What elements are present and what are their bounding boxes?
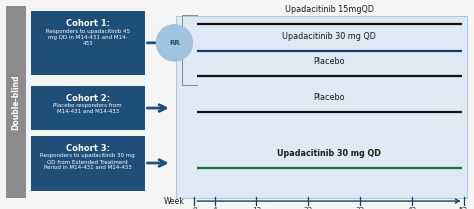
Text: Responders to upadacitinib 30 mg
QD from Extended Treatment
Period in M14-431 an: Responders to upadacitinib 30 mg QD from… xyxy=(40,153,135,170)
Text: Placebo: Placebo xyxy=(313,57,345,66)
Text: Double-blind: Double-blind xyxy=(11,74,20,130)
Text: 32: 32 xyxy=(356,207,365,209)
Text: RR: RR xyxy=(169,40,180,46)
Bar xyxy=(31,86,145,130)
Text: Upadacitinib 30 mg QD: Upadacitinib 30 mg QD xyxy=(282,32,376,41)
Bar xyxy=(31,11,145,75)
Text: 12: 12 xyxy=(252,207,261,209)
Ellipse shape xyxy=(156,25,192,61)
FancyBboxPatch shape xyxy=(176,16,467,198)
Text: Responders to upadacitinib 45
mg QD in M14-431 and M14-
433: Responders to upadacitinib 45 mg QD in M… xyxy=(46,29,130,46)
Text: 42: 42 xyxy=(407,207,417,209)
Bar xyxy=(31,136,145,191)
Text: 0: 0 xyxy=(192,207,197,209)
Text: Week: Week xyxy=(164,196,185,206)
Text: Cohort 3:: Cohort 3: xyxy=(66,144,109,153)
Text: 4: 4 xyxy=(213,207,218,209)
Text: 22: 22 xyxy=(304,207,313,209)
Text: Placebo responders from
M14-431 and M14-433: Placebo responders from M14-431 and M14-… xyxy=(53,103,122,114)
Text: Cohort 2:: Cohort 2: xyxy=(65,94,110,103)
Text: Cohort 1:: Cohort 1: xyxy=(65,19,110,28)
Text: Placebo: Placebo xyxy=(313,93,345,102)
Text: Upadacitinib 30 mg QD: Upadacitinib 30 mg QD xyxy=(277,149,381,158)
Text: Upadacitinib 15mgQD: Upadacitinib 15mgQD xyxy=(285,5,374,14)
Bar xyxy=(6,6,26,198)
Text: 52: 52 xyxy=(459,207,468,209)
